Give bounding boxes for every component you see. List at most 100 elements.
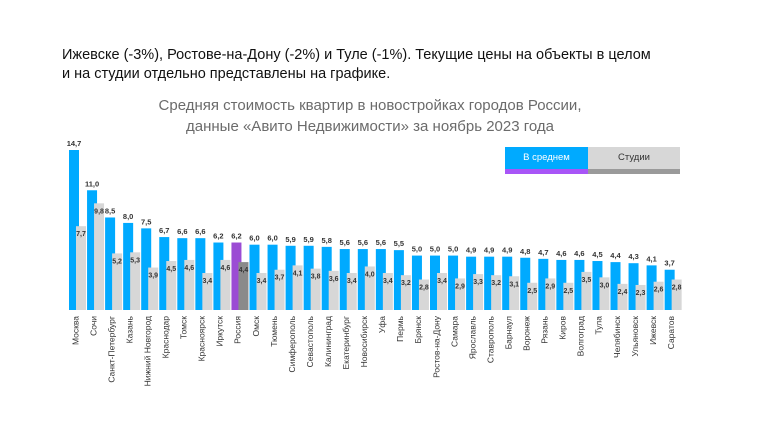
data-label-studio: 2,9 <box>455 283 465 290</box>
data-label-average: 6,6 <box>195 227 205 236</box>
tick-label: Киров <box>558 316 568 340</box>
data-label-studio: 2,4 <box>618 289 628 296</box>
bar-studio <box>563 282 574 310</box>
data-label-studio: 7,7 <box>76 231 86 238</box>
bar-average <box>105 217 116 310</box>
bar-average <box>231 242 242 310</box>
bar-studio <box>184 259 195 310</box>
bar-studio <box>346 272 357 310</box>
data-label-average: 6,0 <box>249 234 259 243</box>
bar-average <box>357 249 368 310</box>
data-label-average: 5,5 <box>394 239 404 248</box>
data-label-average: 5,8 <box>321 236 331 245</box>
data-label-average: 5,9 <box>285 235 295 244</box>
bar-average <box>249 244 260 310</box>
bar-studio <box>418 279 429 310</box>
bar-studio <box>238 262 249 310</box>
data-label-studio: 5,2 <box>112 258 122 265</box>
data-label-average: 5,0 <box>430 245 440 254</box>
data-label-average: 5,0 <box>412 245 422 254</box>
chart-legend: В среднем Студии <box>505 147 680 174</box>
bar-average <box>628 263 639 310</box>
data-label-studio: 4,5 <box>166 266 176 273</box>
bar-studio <box>292 265 303 310</box>
data-label-studio: 4,4 <box>239 267 249 274</box>
data-label-average: 4,9 <box>484 246 494 255</box>
tick-label: Брянск <box>413 316 423 344</box>
bar-average <box>484 256 495 310</box>
data-label-average: 6,6 <box>177 227 187 236</box>
tick-label: Севастополь <box>305 315 315 367</box>
bar-studio <box>653 281 664 310</box>
tick-label: Воронеж <box>522 316 532 351</box>
tick-label: Тула <box>594 316 604 335</box>
bar-studio <box>274 269 285 310</box>
data-label-studio: 3,4 <box>437 278 447 285</box>
bar-studio <box>509 276 520 310</box>
data-label-average: 6,2 <box>213 232 223 241</box>
bar-studio <box>617 283 628 310</box>
bar-average <box>592 261 603 310</box>
bar-average <box>574 259 585 310</box>
tick-label: Краснодар <box>161 316 171 359</box>
bar-average <box>538 258 549 310</box>
bar-average <box>646 265 657 310</box>
tick-label: Красноярск <box>197 316 207 362</box>
data-label-studio: 3,2 <box>491 280 501 287</box>
bar-studio <box>256 272 267 310</box>
data-label-studio: 2,6 <box>654 287 664 294</box>
data-label-studio: 4,6 <box>221 265 231 272</box>
data-label-studio: 3,5 <box>582 277 592 284</box>
bar-average <box>159 237 170 310</box>
bar-studio <box>364 266 375 310</box>
data-label-studio: 3,9 <box>148 273 158 280</box>
bar-average <box>123 222 134 310</box>
data-label-average: 4,4 <box>610 251 621 260</box>
bar-studio <box>148 267 159 310</box>
data-label-studio: 2,5 <box>563 288 573 295</box>
data-label-studio: 3,0 <box>600 282 610 289</box>
bar-average <box>466 256 477 310</box>
tick-label: Самара <box>449 316 459 347</box>
data-label-average: 4,7 <box>538 248 548 257</box>
tick-label: Сочи <box>88 316 98 336</box>
data-label-studio: 2,9 <box>545 283 555 290</box>
data-label-average: 5,6 <box>340 238 350 247</box>
tick-label: Челябинск <box>612 316 622 358</box>
tick-label: Ставрополь <box>485 315 495 363</box>
bar-studio <box>581 271 592 310</box>
tick-label: Рязань <box>540 315 550 343</box>
tick-label: Тюмень <box>269 315 279 346</box>
data-label-average: 6,0 <box>267 234 277 243</box>
chart-subtitle: данные «Авито Недвижимости» за ноябрь 20… <box>186 118 554 135</box>
bar-studio <box>112 253 123 310</box>
data-label-studio: 3,4 <box>257 278 267 285</box>
bar-studio <box>599 277 610 310</box>
data-label-average: 6,7 <box>159 226 169 235</box>
bar-studio <box>202 272 213 310</box>
data-label-average: 4,8 <box>520 247 530 256</box>
data-label-average: 4,6 <box>574 249 584 258</box>
bar-studio <box>328 270 339 310</box>
bar-studio <box>473 274 484 310</box>
legend-label-average: В среднем <box>523 152 570 163</box>
bar-studio <box>400 275 411 310</box>
tick-label: Саратов <box>666 316 676 350</box>
bar-average <box>213 242 224 310</box>
data-label-studio: 4,6 <box>184 265 194 272</box>
bar-average <box>177 238 188 310</box>
data-label-studio: 4,0 <box>365 271 375 278</box>
data-label-average: 5,6 <box>376 238 386 247</box>
bar-average <box>520 257 531 310</box>
bar-studio <box>130 252 141 310</box>
data-label-average: 4,6 <box>556 249 566 258</box>
data-label-studio: 3,7 <box>275 275 285 282</box>
legend-label-studio: Студии <box>618 152 650 163</box>
bar-average <box>502 256 513 310</box>
data-label-average: 4,9 <box>466 246 476 255</box>
bar-average <box>267 244 278 310</box>
bar-studio <box>437 272 447 310</box>
bar-average <box>664 269 675 310</box>
bar-average <box>393 250 404 310</box>
